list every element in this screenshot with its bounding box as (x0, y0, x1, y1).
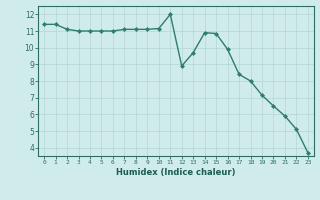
X-axis label: Humidex (Indice chaleur): Humidex (Indice chaleur) (116, 168, 236, 177)
